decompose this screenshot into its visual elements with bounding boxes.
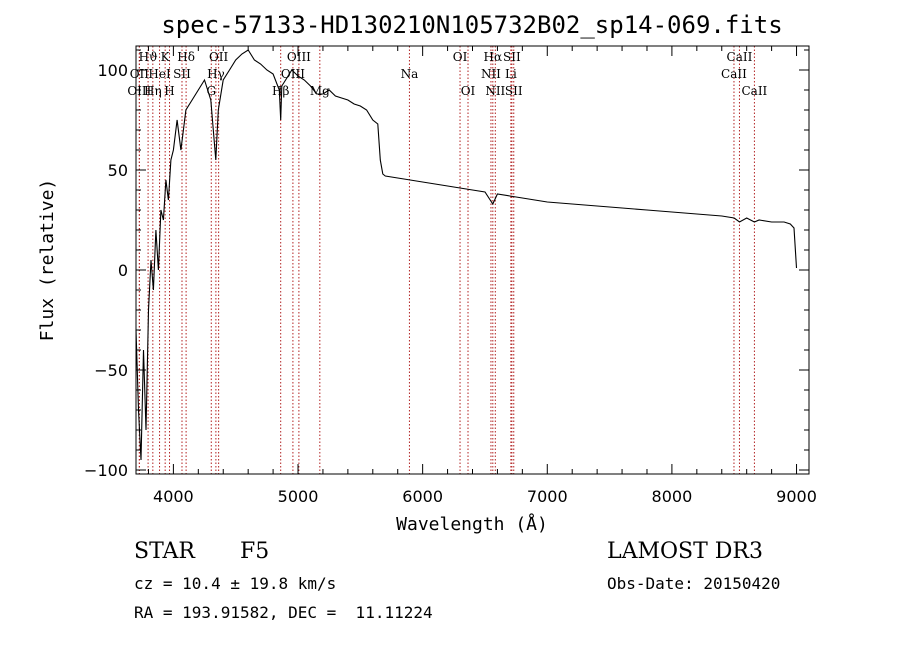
line-marker-label: SII xyxy=(505,84,523,98)
line-marker-label: OIII xyxy=(127,84,151,98)
line-marker-label: H xyxy=(164,84,174,98)
y-tick-label: −50 xyxy=(94,361,128,380)
plot-frame xyxy=(135,45,810,475)
line-marker-label: NII xyxy=(485,84,505,98)
x-axis: 4000 5000 6000 7000 8000 9000 xyxy=(147,46,817,506)
line-marker-label: OI xyxy=(461,84,476,98)
line-marker-label: K xyxy=(161,50,171,64)
line-marker-label: SII xyxy=(503,50,521,64)
line-marker-label: Hα xyxy=(484,50,503,64)
y-tick-label: 50 xyxy=(108,161,128,180)
obs-date: Obs-Date: 20150420 xyxy=(607,574,781,593)
line-marker-label: SII xyxy=(173,67,191,81)
line-marker-label: CaII xyxy=(721,67,747,81)
line-marker-label: Mg xyxy=(310,84,330,98)
line-marker-label: Hη xyxy=(144,84,162,98)
line-marker-label: CaII xyxy=(727,50,753,64)
line-marker-label: OII xyxy=(209,50,229,64)
object-subclass: F5 xyxy=(240,539,270,564)
line-marker-label: HeI xyxy=(148,67,171,81)
line-marker-label: Na xyxy=(401,67,419,81)
spectrum-line xyxy=(135,49,798,461)
line-marker-label: CaII xyxy=(741,84,767,98)
object-class: STAR xyxy=(134,539,195,564)
line-marker-label: Hϑ xyxy=(139,50,158,64)
line-marker-label: Hβ xyxy=(272,84,289,98)
x-tick-label: 4000 xyxy=(153,487,194,506)
line-marker-label: Hδ xyxy=(177,50,195,64)
line-marker-label: NII xyxy=(481,67,501,81)
x-tick-label: 8000 xyxy=(652,487,693,506)
redshift-info: cz = 10.4 ± 19.8 km/s xyxy=(134,574,337,593)
survey-name: LAMOST DR3 xyxy=(607,539,763,564)
line-marker-label: Li xyxy=(505,67,517,81)
chart-title: spec-57133-HD130210N105732B02_sp14-069.f… xyxy=(161,11,782,39)
coordinates: RA = 193.91582, DEC = 11.11224 xyxy=(134,603,433,622)
y-tick-label: −100 xyxy=(84,461,128,480)
x-tick-label: 6000 xyxy=(402,487,443,506)
line-marker-label: OII xyxy=(130,67,150,81)
x-tick-label: 9000 xyxy=(776,487,817,506)
x-axis-label: Wavelength (Å) xyxy=(396,513,548,535)
line-marker-label: G xyxy=(206,84,216,98)
line-marker-label: Hγ xyxy=(207,67,225,81)
emission-line-markers xyxy=(138,46,755,474)
y-tick-label: 0 xyxy=(118,261,128,280)
x-tick-label: 5000 xyxy=(278,487,319,506)
line-marker-label: OI xyxy=(453,50,468,64)
line-marker-label: OIII xyxy=(287,50,311,64)
y-axis-label: Flux (relative) xyxy=(37,179,58,342)
y-axis: −100 −50 0 50 100 xyxy=(84,49,809,480)
x-tick-label: 7000 xyxy=(527,487,568,506)
y-tick-label: 100 xyxy=(97,61,128,80)
